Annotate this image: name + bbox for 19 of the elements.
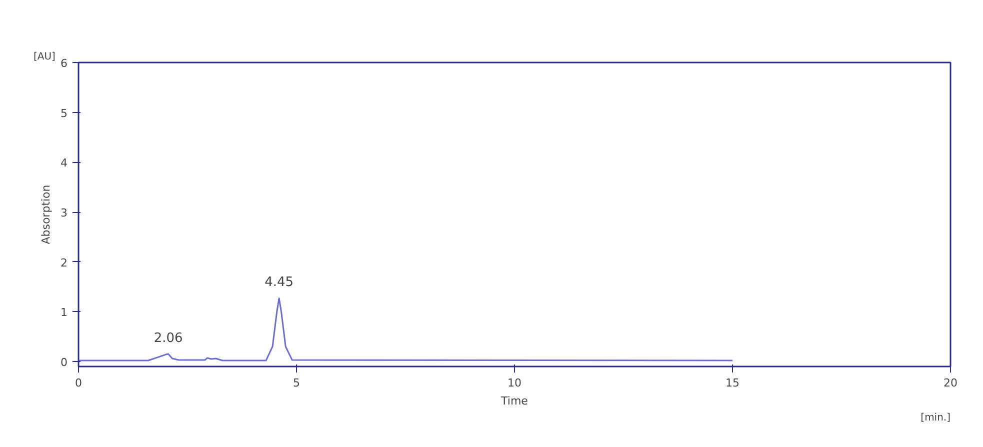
x-tick-label: 0	[75, 376, 82, 390]
text: [AU]	[34, 52, 56, 62]
annotation: 2.06	[154, 331, 183, 346]
x-tick-label: 5	[293, 376, 300, 390]
x-tick-label: 10	[508, 376, 522, 390]
x-tick-label: 15	[726, 376, 740, 390]
y-tick-label: 6	[60, 57, 68, 70]
text: [min.]	[920, 412, 951, 424]
annotation: 4.45	[264, 275, 294, 290]
x-axis-title: Time	[500, 394, 528, 408]
y-tick-label: 0	[60, 356, 68, 370]
x-tick-label: 20	[944, 376, 958, 390]
y-tick-label: 2	[60, 256, 68, 270]
y-tick-label: 1	[60, 306, 68, 320]
y-axis-title: Absorption	[40, 184, 52, 244]
line-series	[78, 297, 734, 362]
y-tick-label: 4	[60, 156, 68, 170]
y-tick-label: 3	[60, 206, 68, 220]
y-tick-label: 5	[60, 106, 68, 120]
